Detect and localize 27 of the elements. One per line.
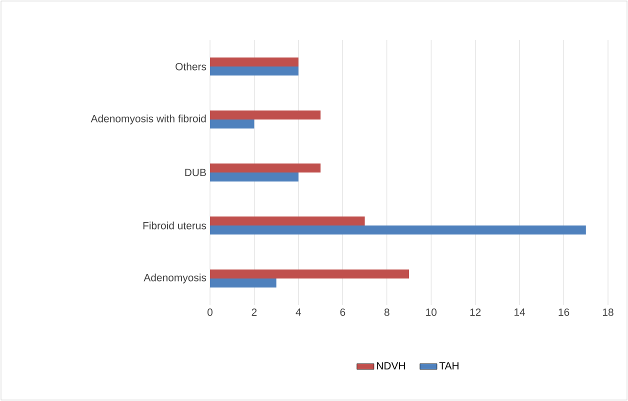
y-tick-label: Fibroid uterus	[143, 222, 206, 230]
x-tick-label: 4	[296, 308, 302, 316]
x-tick-label: 6	[340, 308, 346, 316]
bar	[210, 58, 298, 67]
legend-label: NDVH	[376, 362, 405, 370]
y-tick-label: Adenomyosis	[144, 274, 206, 284]
bar	[210, 164, 321, 173]
bar	[210, 216, 365, 226]
bar	[210, 110, 321, 120]
y-tick-label: Adenomyosis with fibroid	[90, 114, 206, 124]
y-tick-label: DUB	[185, 168, 206, 176]
bar	[210, 66, 298, 76]
bar	[210, 270, 410, 279]
x-tick-label: 14	[514, 308, 526, 316]
x-tick-label: 0	[208, 308, 213, 316]
x-tick-label: 18	[602, 308, 614, 316]
x-tick-label: 10	[426, 308, 437, 316]
x-tick-label: 12	[470, 308, 481, 316]
bar	[210, 278, 276, 288]
bar	[210, 120, 254, 129]
bar	[210, 226, 586, 235]
y-tick-label: Others	[176, 62, 206, 70]
legend-label: TAH	[439, 362, 458, 370]
x-tick-label: 16	[558, 308, 570, 316]
x-tick-label: 8	[384, 308, 390, 316]
x-tick-label: 2	[252, 308, 257, 316]
bar	[210, 172, 298, 182]
